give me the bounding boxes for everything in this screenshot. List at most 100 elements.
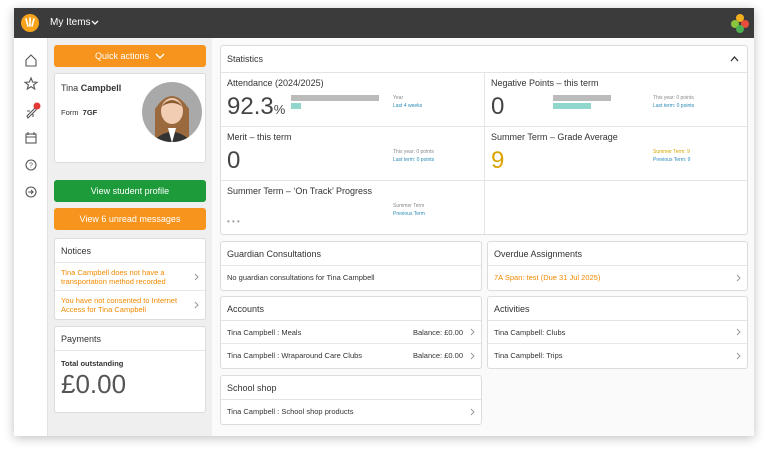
negative-points-card: Negative Points – this term 0 This year:…: [485, 73, 747, 127]
guardian-text: No guardian consultations for Tina Campb…: [227, 273, 375, 282]
badge-count: 2: [35, 72, 39, 78]
shop-item: Tina Campbell : School shop products: [227, 407, 354, 416]
stat-title: Negative Points – this term: [491, 78, 599, 88]
help-icon[interactable]: [25, 159, 37, 171]
quick-actions-label: Quick actions: [94, 51, 150, 61]
panel-header: School shop: [221, 376, 481, 400]
panel-header: Guardian Consultations: [221, 242, 481, 266]
student-card: Tina Campbell Form 7GF: [54, 73, 206, 163]
overdue-row[interactable]: 7A Span: test (Due 31 Jul 2025): [488, 266, 747, 289]
recent-bar: [291, 103, 301, 109]
stat-note: This year: 0 points: [653, 95, 694, 101]
stat-title: Attendance (2024/2025): [227, 78, 324, 88]
on-track-card: Summer Term – ‘On Track’ Progress • • • …: [221, 181, 485, 234]
stat-note: Previous Term: [393, 211, 425, 217]
panel-header: Overdue Assignments: [488, 242, 747, 266]
home-icon[interactable]: [25, 54, 37, 67]
merit-card: Merit – this term 0 This year: 0 points …: [221, 127, 485, 181]
messages-label: View 6 unread messages: [79, 214, 181, 224]
account-row[interactable]: Tina Campbell : Wraparound Care Clubs Bal…: [221, 344, 481, 367]
svg-text:?: ?: [29, 163, 33, 170]
profile-label: View student profile: [90, 186, 170, 196]
payments-card: Payments Total outstanding £0.00: [54, 326, 206, 413]
account-name: Tina Campbell : Wraparound Care Clubs: [227, 351, 363, 360]
stat-note: Year: [393, 95, 404, 101]
signin-icon[interactable]: [25, 186, 37, 198]
rocket-icon[interactable]: [26, 105, 37, 119]
stat-title: Summer Term – ‘On Track’ Progress: [227, 186, 373, 196]
account-name: Tina Campbell : Meals: [227, 327, 302, 337]
guardian-title: Guardian Consultations: [227, 248, 322, 259]
profile-button[interactable]: View student profile: [54, 180, 206, 202]
account-row[interactable]: Tina Campbell : Meals Balance: £0.00: [221, 321, 481, 344]
menu-label[interactable]: My Items: [50, 17, 91, 28]
guardian-row: No guardian consultations for Tina Campb…: [221, 266, 481, 289]
stat-note: Last term: 0 points: [393, 157, 435, 163]
sidebar: ? 2: [14, 38, 48, 436]
sidebar-icons: ?: [23, 54, 41, 198]
chevron: [155, 53, 165, 59]
top-bar: My Items: [14, 8, 754, 38]
chevron: [736, 328, 741, 336]
notice-text: Tina Campbell does not have a transporta…: [61, 267, 166, 286]
stat-value: 0: [227, 147, 241, 174]
student-photo: [142, 82, 202, 142]
accounts-title: Accounts: [227, 303, 265, 314]
left-panel: Quick actions Tina Campbell Form 7GF Vie…: [48, 38, 212, 436]
chevron: [194, 273, 199, 280]
overdue-title: Overdue Assignments: [494, 248, 583, 259]
panel-header: Notices: [55, 239, 205, 263]
activity-row[interactable]: Tina Campbell: Trips: [488, 344, 747, 367]
chevron: [470, 408, 475, 415]
account-balance: Balance: £0.00: [412, 327, 463, 337]
stat-number: 92.3: [227, 93, 274, 120]
notice-item[interactable]: You have not consented to Internet Acces…: [55, 291, 205, 319]
chevron: [736, 274, 741, 281]
overdue-card: Overdue Assignments 7A Span: test (Due 3…: [487, 241, 748, 291]
badge: [33, 102, 41, 110]
payments-title: Payments: [61, 333, 102, 344]
stat-note: Previous Term: 9: [653, 157, 691, 163]
chevron: [736, 352, 741, 359]
stat-note: Summer Term: [393, 203, 425, 209]
notice-item[interactable]: Tina Campbell does not have a transporta…: [55, 263, 205, 291]
activities-title: Activities: [494, 303, 530, 314]
stat-note: This year: 0 points: [393, 149, 434, 155]
stat-title: Merit – this term: [227, 132, 292, 142]
year-bar: [553, 95, 611, 101]
shop-card: School shop Tina Campbell : School shop …: [220, 375, 482, 425]
shop-title: School shop: [227, 382, 277, 393]
app-window: My Items ? 2 Quick actions Tina Cam: [14, 8, 754, 436]
star-icon[interactable]: [23, 76, 39, 91]
attendance-card: Attendance (2024/2025) 92.3% Year Last 4…: [221, 73, 485, 127]
assignment-name: 7A Span: test: [494, 273, 539, 282]
quick-actions-button[interactable]: Quick actions: [54, 45, 206, 67]
first-name: Tina: [61, 83, 79, 93]
panel-header: Payments: [55, 327, 205, 351]
logo: [21, 14, 39, 32]
stat-value: 9: [491, 147, 505, 174]
form-label: Form: [61, 108, 79, 117]
term-bar: [553, 103, 591, 109]
messages-button[interactable]: View 6 unread messages: [54, 208, 206, 230]
calendar-icon[interactable]: [25, 133, 37, 144]
chevron: [470, 328, 475, 336]
panel-header: Statistics: [221, 46, 747, 73]
assignment-due: (Due 31 Jul 2025): [540, 273, 601, 282]
stat-value: 0: [491, 93, 505, 120]
activity-name: Tina Campbell: Clubs: [494, 327, 566, 337]
menu-chevron: [91, 20, 99, 25]
guardian-card: Guardian Consultations No guardian consu…: [220, 241, 482, 291]
last-name: Campbell: [80, 83, 122, 93]
activity-name: Tina Campbell: Trips: [494, 351, 563, 360]
grade-average-card: Summer Term – Grade Average 9 Summer Ter…: [485, 127, 747, 181]
notices-card: Notices Tina Campbell does not have a tr…: [54, 238, 206, 320]
notice-text: You have not consented to Internet Acces…: [61, 296, 178, 314]
panel-header: Accounts: [221, 297, 481, 321]
collapse-chevron[interactable]: [730, 56, 739, 62]
shop-row[interactable]: Tina Campbell : School shop products: [221, 400, 481, 423]
chevron: [194, 301, 199, 309]
brand-icon: [731, 14, 749, 33]
accounts-card: Accounts Tina Campbell : Meals Balance: £…: [220, 296, 482, 369]
activity-row[interactable]: Tina Campbell: Clubs: [488, 321, 747, 344]
